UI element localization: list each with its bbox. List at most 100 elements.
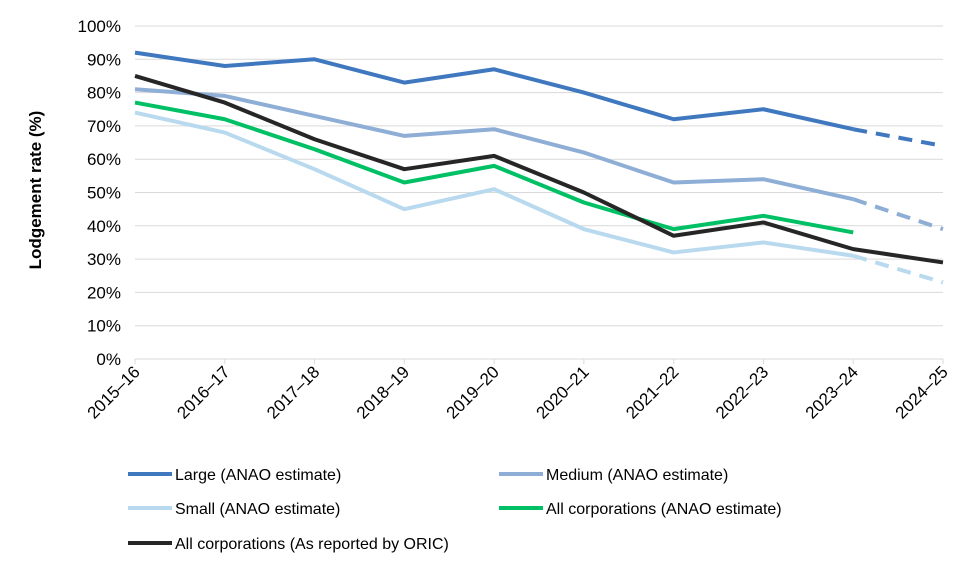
series-3 [133, 110, 945, 285]
x-tick-label: 2022–23 [712, 362, 772, 422]
data-point [402, 181, 406, 185]
x-axis-ticks: 2015–16 2016–17 2017–18 2018–19 2019–20 2020–… [84, 359, 952, 423]
data-point [761, 220, 765, 224]
data-point [761, 240, 765, 244]
data-point [851, 230, 855, 234]
data-point [402, 167, 406, 171]
y-tick-label: 60% [87, 150, 121, 169]
data-point [223, 117, 227, 121]
data-point [133, 51, 137, 55]
data-point [851, 254, 855, 258]
data-point [133, 111, 137, 115]
data-point [582, 191, 586, 195]
data-point [223, 131, 227, 135]
data-point [402, 134, 406, 138]
series-line-solid [134, 87, 854, 202]
data-point [761, 214, 765, 218]
data-point [492, 67, 496, 71]
legend-label: Medium (ANAO estimate) [546, 467, 728, 484]
data-point [492, 187, 496, 191]
y-tick-label: 50% [87, 184, 121, 203]
y-tick-label: 20% [87, 283, 121, 302]
data-point [761, 107, 765, 111]
data-point [941, 227, 945, 231]
data-point [133, 87, 137, 91]
x-tick-label: 2017–18 [263, 362, 323, 422]
data-point [761, 177, 765, 181]
gridlines [135, 25, 943, 327]
data-point [492, 164, 496, 168]
data-point [851, 127, 855, 131]
series-line-solid [134, 74, 944, 265]
data-point [672, 117, 676, 121]
series-2 [133, 87, 945, 232]
data-point [492, 127, 496, 131]
data-point [402, 81, 406, 85]
series-line-solid [134, 100, 854, 235]
data-point [133, 74, 137, 78]
y-tick-label: 90% [87, 50, 121, 69]
data-point [313, 57, 317, 61]
x-tick-label: 2021–22 [622, 362, 682, 422]
legend-item: Large (ANAO estimate) [128, 467, 341, 484]
y-tick-label: 0% [96, 350, 121, 369]
series-line-projection [852, 253, 944, 285]
data-point [223, 94, 227, 98]
legend-label: All corporations (As reported by ORIC) [175, 536, 449, 553]
data-point [672, 227, 676, 231]
data-point [941, 260, 945, 264]
series-lines [133, 50, 945, 285]
data-point [223, 101, 227, 105]
x-tick-label: 2020–21 [532, 362, 592, 422]
data-point [582, 200, 586, 204]
data-point [941, 144, 945, 148]
x-tick-label: 2023–24 [802, 362, 862, 422]
y-tick-label: 10% [87, 317, 121, 336]
data-point [133, 101, 137, 105]
data-point [941, 280, 945, 284]
data-point [402, 207, 406, 211]
data-point [492, 154, 496, 158]
y-tick-label: 40% [87, 217, 121, 236]
series-4 [133, 100, 855, 235]
y-axis-title: Lodgement rate (%) [26, 111, 45, 270]
data-point [313, 114, 317, 118]
data-point [672, 234, 676, 238]
x-tick-label: 2018–19 [353, 362, 413, 422]
data-point [582, 227, 586, 231]
y-tick-label: 70% [87, 117, 121, 136]
legend-label: Large (ANAO estimate) [175, 467, 341, 484]
legend: Large (ANAO estimate) Medium (ANAO estima… [128, 467, 782, 553]
y-axis-ticks: 0% 10% 20% 30% 40% 50% 60% 70% 80% 90% 100% [78, 17, 121, 369]
series-line-solid [134, 50, 854, 132]
x-tick-label: 2015–16 [84, 362, 144, 422]
series-1 [133, 50, 945, 148]
series-line-projection [852, 127, 944, 148]
x-tick-label: 2019–20 [443, 362, 503, 422]
data-point [582, 151, 586, 155]
data-point [851, 197, 855, 201]
data-point [313, 137, 317, 141]
data-point [582, 91, 586, 95]
legend-item: Small (ANAO estimate) [128, 501, 340, 518]
legend-item: All corporations (As reported by ORIC) [128, 536, 449, 553]
legend-item: All corporations (ANAO estimate) [499, 501, 782, 518]
y-tick-label: 100% [78, 17, 121, 36]
series-line-solid [134, 110, 854, 258]
data-point [313, 147, 317, 151]
data-point [313, 167, 317, 171]
series-5 [133, 74, 945, 265]
legend-label: All corporations (ANAO estimate) [546, 501, 782, 518]
legend-label: Small (ANAO estimate) [175, 501, 340, 518]
data-point [672, 181, 676, 185]
data-point [851, 247, 855, 251]
data-point [672, 250, 676, 254]
x-tick-label: 2024–25 [892, 362, 952, 422]
series-line-projection [852, 197, 944, 232]
y-tick-label: 80% [87, 84, 121, 103]
y-tick-label: 30% [87, 250, 121, 269]
x-tick-label: 2016–17 [173, 362, 233, 422]
data-point [223, 64, 227, 68]
legend-item: Medium (ANAO estimate) [499, 467, 728, 484]
